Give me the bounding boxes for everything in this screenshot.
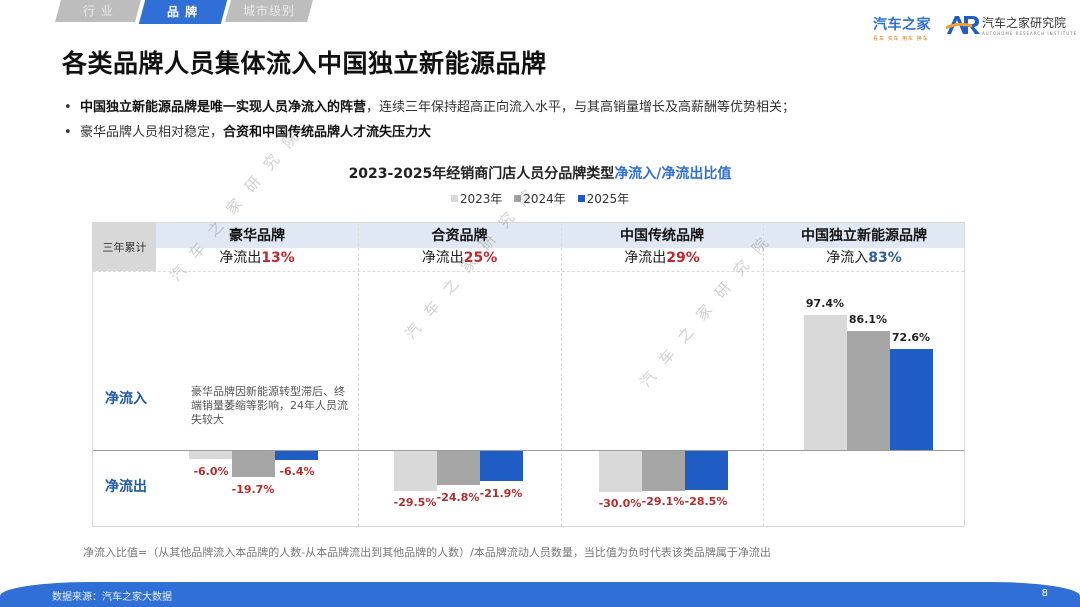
divider — [93, 271, 964, 272]
tab-label: 城市级别 — [242, 4, 295, 18]
bar-jv-2025 — [480, 451, 523, 481]
bar-luxury-2023 — [189, 451, 232, 459]
row-label-outflow: 净流出 — [105, 479, 147, 495]
legend-2023: 2023年 — [450, 190, 503, 207]
bullet-text: ，连续三年保持超高正向流入水平，与其高销量增长及高薪酬等优势相关； — [366, 100, 796, 115]
legend-swatch — [577, 195, 585, 202]
bullet-bold: 合资和中国传统品牌人才流失压力大 — [223, 125, 432, 140]
header-band — [93, 223, 964, 248]
bar-traditional-2023 — [599, 451, 642, 492]
cumulative-value: 净流出25% — [358, 248, 561, 271]
data-source: 数据来源：汽车之家大数据 — [52, 592, 172, 603]
column-chinese-traditional: 中国传统品牌 净流出29% — [561, 223, 763, 271]
value-label: -29.5% — [393, 496, 437, 509]
autohome-logo-text: 汽车之家 — [873, 17, 931, 33]
value-label: -30.0% — [598, 497, 642, 510]
value-label: -19.7% — [231, 483, 275, 496]
cumulative-label: 三年累计 — [93, 223, 156, 271]
column-chinese-nev: 中国独立新能源品牌 净流入83% — [763, 223, 965, 271]
divider — [561, 223, 562, 526]
value-label: -21.9% — [479, 487, 523, 500]
row-label-inflow: 净流入 — [105, 391, 147, 407]
column-luxury: 豪华品牌 净流出13% — [156, 223, 358, 271]
chart-title-highlight: 净流入/净流出比值 — [614, 166, 732, 182]
value-label: -6.0% — [193, 465, 229, 478]
bullet-1: 中国独立新能源品牌是唯一实现人员净流入的阵营，连续三年保持超高正向流入水平，与其… — [64, 99, 795, 124]
formula-footnote: 净流入比值=（从其他品牌流入本品牌的人数-从本品牌流出到其他品牌的人数）/本品牌… — [83, 546, 771, 559]
key-points: 中国独立新能源品牌是唯一实现人员净流入的阵营，连续三年保持超高正向流入水平，与其… — [64, 99, 795, 149]
legend-2024: 2024年 — [514, 190, 566, 207]
research-logo-sub: AUTOHOME RESEARCH INSTITUTE — [982, 31, 1078, 36]
bar-luxury-2024 — [232, 451, 275, 477]
page-title: 各类品牌人员集体流入中国独立新能源品牌 — [62, 49, 547, 78]
category-name: 中国传统品牌 — [620, 228, 704, 244]
cumulative-percent: 83% — [868, 250, 902, 266]
footer-bar: 数据来源：汽车之家大数据 8 — [0, 582, 1080, 607]
value-label: -6.4% — [279, 465, 315, 478]
autohome-logo: 汽车之家 看车 买车 用车 换车 — [873, 14, 931, 42]
bar-nev-2023 — [804, 315, 847, 450]
bar-jv-2024 — [437, 451, 480, 485]
value-label: -24.8% — [436, 491, 480, 504]
cumulative-percent: 13% — [261, 250, 295, 266]
category-name: 豪华品牌 — [229, 228, 285, 244]
bar-nev-2025 — [890, 349, 933, 450]
legend-label: 2023年 — [459, 192, 503, 206]
legend-swatch — [514, 195, 522, 202]
value-label: -29.1% — [641, 495, 685, 508]
divider — [763, 223, 764, 526]
chart-table: 三年累计 豪华品牌 净流出13% 合资品牌 净流出25% 中国传统品牌 净流出2… — [92, 222, 965, 527]
bar-nev-2024 — [847, 331, 890, 450]
ar-logo-icon — [945, 14, 982, 36]
divider — [358, 223, 359, 526]
tab-label: 品 牌 — [167, 5, 199, 19]
tab-industry[interactable]: 行 业 — [55, 0, 141, 22]
cumulative-percent: 25% — [463, 250, 498, 266]
tab-city-level[interactable]: 城市级别 — [225, 0, 313, 22]
zero-axis — [93, 450, 964, 451]
luxury-annotation: 豪华品牌因新能源转型滞后、终端销量萎缩等影响，24年人员流失较大 — [191, 385, 348, 426]
category-name: 合资品牌 — [431, 228, 488, 244]
category-name: 中国独立新能源品牌 — [801, 228, 927, 244]
bullet-2: 豪华品牌人员相对稳定，合资和中国传统品牌人才流失压力大 — [64, 124, 795, 149]
page-number: 8 — [1041, 588, 1048, 599]
tab-label: 行 业 — [82, 4, 114, 18]
cumulative-prefix: 净流入 — [826, 250, 869, 266]
bullet-bold: 中国独立新能源品牌是唯一实现人员净流入的阵营 — [80, 100, 367, 115]
value-label: -28.5% — [684, 495, 728, 508]
cumulative-value: 净流入83% — [763, 248, 965, 271]
cumulative-value: 净流出13% — [156, 248, 358, 271]
column-joint-venture: 合资品牌 净流出25% — [358, 223, 561, 271]
research-logo-name: 汽车之家研究院 — [982, 16, 1067, 30]
value-label: 97.4% — [805, 297, 845, 310]
cumulative-value: 净流出29% — [561, 248, 763, 271]
research-institute-logo: 汽车之家研究院 AUTOHOME RESEARCH INSTITUTE — [945, 14, 1078, 36]
legend-swatch — [450, 195, 458, 202]
cumulative-prefix: 净流出 — [421, 250, 464, 266]
chart-title-main: 2023-2025年经销商门店人员分品牌类型 — [348, 166, 615, 182]
chart-legend: 2023年 2024年 2025年 — [0, 190, 1080, 207]
cumulative-percent: 29% — [666, 250, 700, 266]
autohome-tagline: 看车 买车 用车 换车 — [873, 36, 929, 42]
legend-label: 2024年 — [523, 192, 566, 206]
cumulative-prefix: 净流出 — [219, 250, 262, 266]
legend-label: 2025年 — [586, 192, 630, 206]
value-label: 86.1% — [848, 313, 888, 326]
bar-jv-2023 — [394, 451, 437, 491]
bar-traditional-2025 — [685, 451, 728, 490]
tab-brand[interactable]: 品 牌 — [138, 0, 228, 24]
cumulative-prefix: 净流出 — [624, 250, 667, 266]
bar-luxury-2025 — [275, 451, 318, 460]
value-label: 72.6% — [891, 331, 931, 344]
bar-traditional-2024 — [642, 451, 685, 491]
bullet-text: 豪华品牌人员相对稳定， — [80, 125, 224, 140]
legend-2025: 2025年 — [577, 190, 630, 207]
chart-title: 2023-2025年经销商门店人员分品牌类型净流入/净流出比值 — [0, 163, 1080, 183]
